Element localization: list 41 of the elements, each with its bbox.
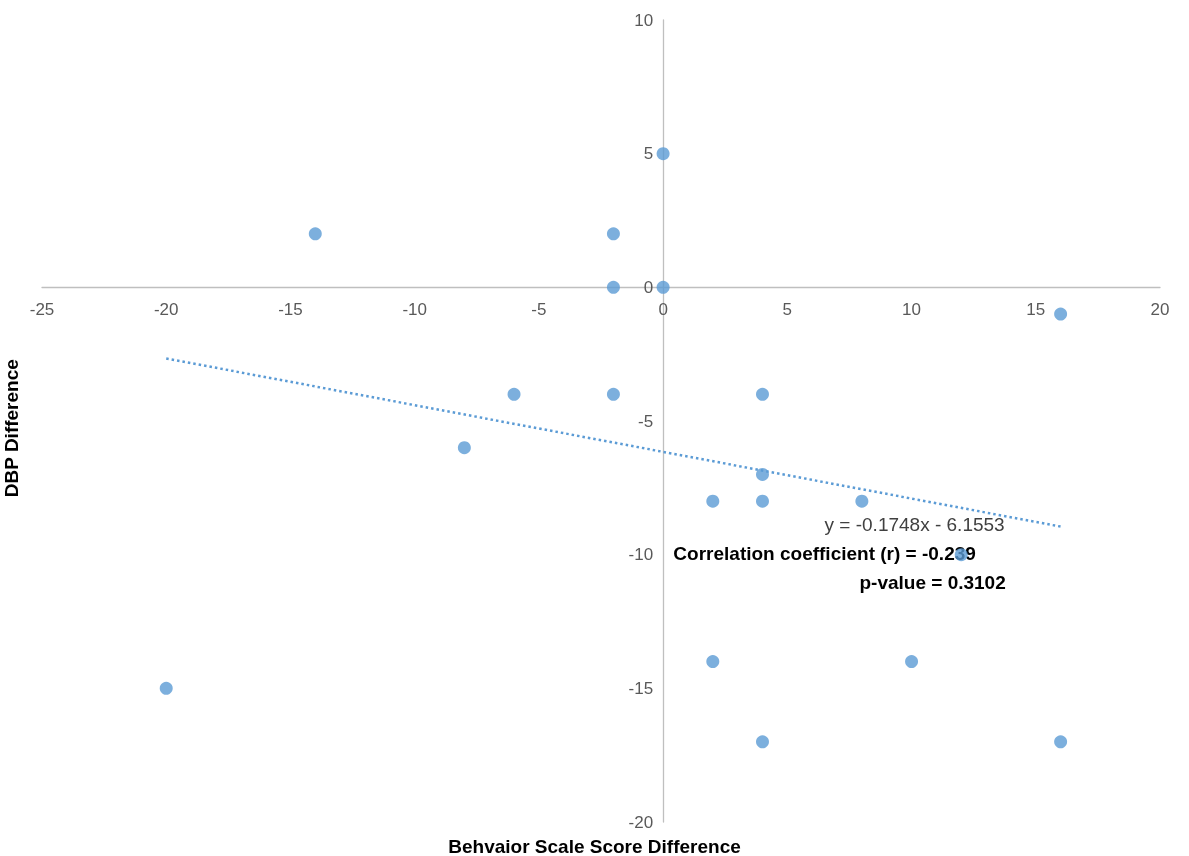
y-tick-label: 10 (634, 10, 654, 30)
point (1054, 735, 1068, 749)
point (507, 387, 521, 401)
point (656, 147, 670, 161)
y-tick-label: -20 (628, 812, 654, 832)
x-axis-title: Behvaior Scale Score Difference (448, 836, 741, 856)
point (756, 387, 769, 401)
point (308, 227, 322, 241)
point (606, 227, 620, 241)
point (756, 494, 769, 508)
y-tick-label: 5 (643, 144, 654, 164)
point (706, 655, 720, 669)
point (706, 494, 720, 508)
point (159, 681, 173, 695)
x-tick-label: -20 (153, 300, 179, 320)
y-tick-label: 0 (643, 277, 654, 297)
x-tick-label: 15 (1026, 300, 1046, 320)
y-axis-title: DBP Difference (1, 359, 22, 498)
y-tick-label: -15 (628, 678, 654, 698)
point (606, 280, 620, 294)
x-tick-label: 20 (1150, 300, 1170, 320)
x-tick-label: 0 (658, 300, 668, 320)
y-tick-label: -5 (637, 411, 654, 431)
x-tick-label: -25 (29, 300, 55, 320)
x-tick-label: 10 (902, 300, 922, 320)
point (606, 387, 620, 401)
point (1054, 307, 1068, 321)
x-tick-label: -15 (278, 300, 303, 320)
point (855, 494, 869, 508)
point (457, 441, 471, 455)
y-tick-label: -10 (628, 545, 654, 565)
point (756, 467, 769, 481)
point (905, 655, 919, 669)
annotation: p-value = 0.3102 (859, 571, 1006, 593)
annotation: y = -0.1748x - 6.1553 (824, 513, 1005, 535)
point (656, 280, 670, 294)
annotation: Correlation coefficient (r) = -0.239 (673, 542, 976, 564)
x-tick-label: -5 (531, 300, 547, 320)
x-tick-label: -10 (402, 300, 427, 320)
point (756, 735, 769, 749)
x-tick-label: 5 (782, 300, 793, 320)
